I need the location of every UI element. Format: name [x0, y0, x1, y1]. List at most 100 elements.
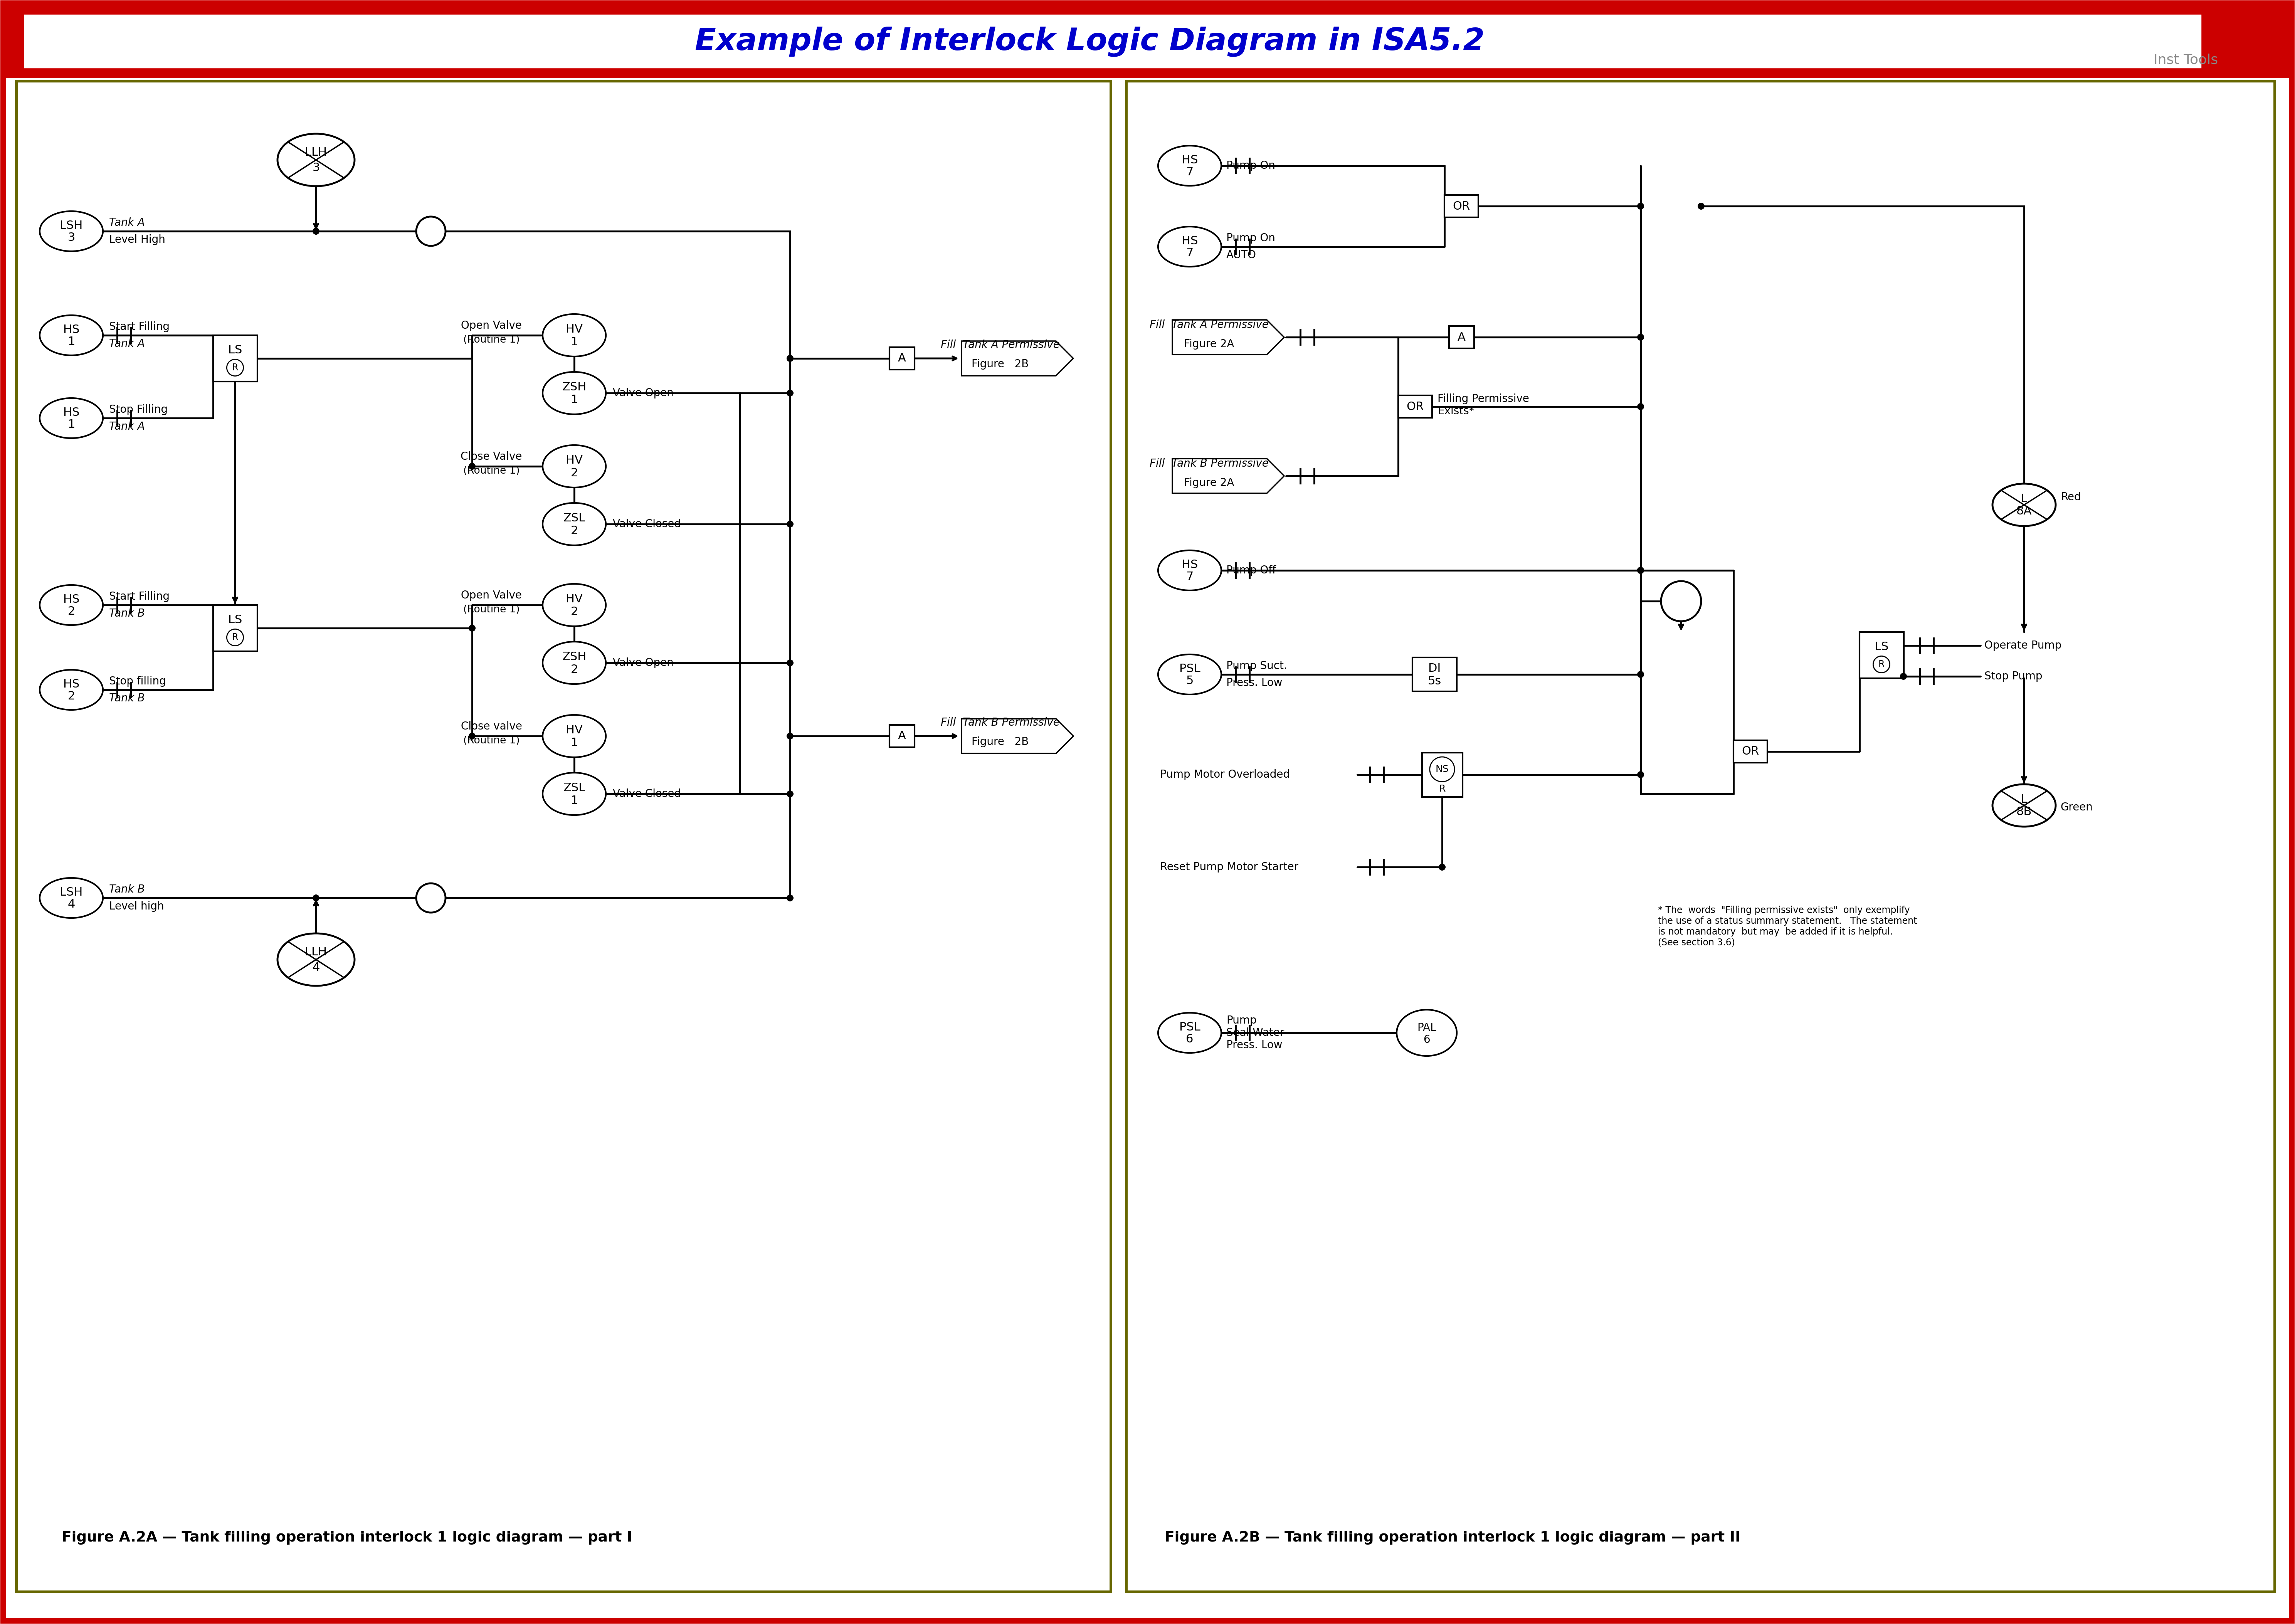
Text: (Routine 1): (Routine 1)	[464, 736, 519, 745]
Text: 2: 2	[571, 525, 578, 536]
Circle shape	[787, 356, 794, 362]
Bar	[1444, 195, 1478, 218]
Circle shape	[1662, 581, 1701, 622]
Bar	[2, 3, 2293, 78]
Text: Figure   2B: Figure 2B	[971, 736, 1028, 747]
Ellipse shape	[1159, 146, 1221, 185]
Text: Start Filling: Start Filling	[110, 591, 170, 603]
Text: 8B: 8B	[2017, 806, 2031, 817]
Bar	[213, 606, 257, 651]
Text: Figure   2B: Figure 2B	[971, 359, 1028, 370]
Circle shape	[415, 883, 445, 913]
Text: 1: 1	[67, 336, 76, 348]
Circle shape	[1636, 567, 1643, 573]
Text: 1: 1	[67, 419, 76, 430]
Text: LS: LS	[1875, 641, 1889, 653]
Text: Stop Pump: Stop Pump	[1985, 671, 2043, 682]
Ellipse shape	[39, 211, 103, 252]
Bar	[888, 348, 913, 370]
Text: Tank A: Tank A	[110, 218, 145, 227]
Text: HS: HS	[1182, 154, 1198, 166]
Text: Level High: Level High	[110, 234, 165, 245]
Text: Reset Pump Motor Starter: Reset Pump Motor Starter	[1159, 862, 1299, 872]
Text: Open Valve: Open Valve	[461, 320, 521, 331]
Text: HS: HS	[64, 325, 80, 335]
Text: 4: 4	[312, 961, 319, 973]
Bar	[23, 13, 2203, 70]
Text: Press. Low: Press. Low	[1226, 1039, 1283, 1051]
Text: HV: HV	[567, 323, 583, 335]
Text: HV: HV	[567, 455, 583, 466]
Text: L: L	[2022, 794, 2026, 806]
Text: 5s: 5s	[1427, 676, 1441, 687]
Bar	[213, 335, 257, 382]
Text: Inst Tools: Inst Tools	[2153, 54, 2217, 67]
Text: A: A	[897, 352, 907, 364]
Text: Start Filling: Start Filling	[110, 322, 170, 333]
Text: Fill  Tank A Permissive: Fill Tank A Permissive	[941, 339, 1060, 351]
Text: (Routine 1): (Routine 1)	[464, 604, 519, 615]
Text: HS: HS	[64, 679, 80, 690]
Text: ZSL: ZSL	[562, 783, 585, 794]
Text: 2: 2	[571, 664, 578, 676]
Text: (Routine 1): (Routine 1)	[464, 466, 519, 476]
Circle shape	[787, 521, 794, 528]
Polygon shape	[1173, 458, 1285, 494]
Text: 7: 7	[1187, 247, 1193, 258]
Bar	[1859, 632, 1903, 679]
Text: Operate Pump: Operate Pump	[1985, 640, 2061, 651]
Circle shape	[1636, 671, 1643, 677]
Text: PSL: PSL	[1180, 663, 1200, 674]
Circle shape	[1900, 672, 1907, 680]
Text: LLH: LLH	[305, 947, 326, 958]
Ellipse shape	[39, 398, 103, 438]
Text: ZSH: ZSH	[562, 382, 588, 393]
Bar	[1411, 658, 1457, 692]
Text: AUTO: AUTO	[1226, 250, 1255, 260]
Ellipse shape	[1159, 654, 1221, 695]
Circle shape	[787, 659, 794, 666]
Circle shape	[227, 359, 243, 377]
Ellipse shape	[1159, 227, 1221, 266]
Text: Exists*: Exists*	[1437, 406, 1473, 417]
Ellipse shape	[39, 315, 103, 356]
Ellipse shape	[39, 879, 103, 918]
Text: 6: 6	[1423, 1034, 1430, 1046]
Circle shape	[468, 732, 475, 739]
Text: Valve Open: Valve Open	[613, 658, 675, 667]
Bar	[1448, 326, 1473, 349]
Text: HS: HS	[64, 594, 80, 606]
Circle shape	[415, 216, 445, 245]
Polygon shape	[962, 719, 1074, 754]
Text: Valve Open: Valve Open	[613, 388, 675, 398]
Bar	[1423, 752, 1462, 797]
Text: HV: HV	[567, 724, 583, 736]
Circle shape	[1636, 771, 1643, 778]
Text: Fill  Tank B Permissive: Fill Tank B Permissive	[941, 718, 1060, 728]
Text: Figure 2A: Figure 2A	[1184, 339, 1235, 349]
Circle shape	[1439, 864, 1446, 870]
Ellipse shape	[1159, 551, 1221, 591]
Text: 5: 5	[1187, 676, 1193, 687]
Text: OR: OR	[1453, 201, 1471, 211]
Text: Tank B: Tank B	[110, 607, 145, 619]
Circle shape	[468, 463, 475, 469]
Ellipse shape	[1398, 1010, 1457, 1056]
Text: Red: Red	[2061, 492, 2082, 502]
Text: R: R	[232, 633, 239, 641]
Ellipse shape	[542, 503, 606, 546]
Ellipse shape	[542, 641, 606, 684]
Circle shape	[468, 625, 475, 632]
Bar	[1127, 81, 2274, 1592]
Text: (Routine 1): (Routine 1)	[464, 335, 519, 344]
Text: Tank B: Tank B	[110, 693, 145, 703]
Text: Fill  Tank B Permissive: Fill Tank B Permissive	[1150, 458, 1269, 469]
Ellipse shape	[542, 372, 606, 414]
Text: ZSH: ZSH	[562, 651, 588, 663]
Text: Green: Green	[2061, 802, 2093, 812]
Ellipse shape	[39, 669, 103, 710]
Text: A: A	[897, 731, 907, 742]
Text: OR: OR	[1407, 401, 1423, 412]
Text: 1: 1	[571, 796, 578, 806]
Text: 3: 3	[312, 162, 319, 174]
